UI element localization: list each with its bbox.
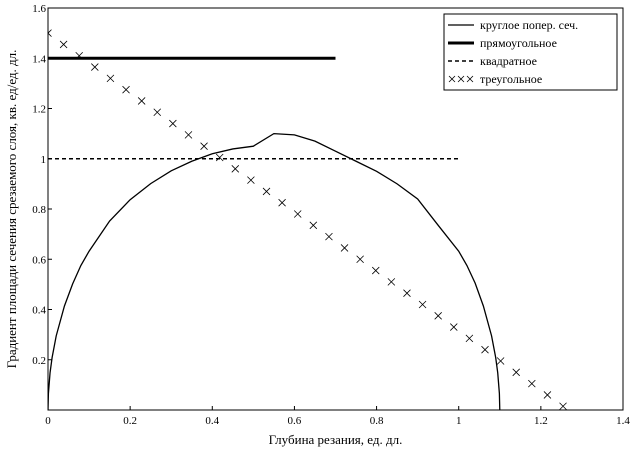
y-tick-label: 0.4 — [32, 305, 46, 317]
data-point — [106, 74, 115, 83]
data-point — [512, 368, 520, 377]
data-point — [59, 40, 68, 49]
data-point — [325, 232, 333, 241]
axes-layer: 0 0.2 0.4 0.6 0.8 1 1.2 1.4 0.2 0.4 0.6 0.8 1 1.2 1.4 1… — [32, 3, 630, 427]
legend-box — [443, 13, 618, 91]
data-point — [75, 51, 83, 60]
data-point — [262, 187, 271, 196]
data-point — [418, 300, 427, 309]
data-point — [371, 266, 380, 275]
x-tick-label: 1 — [456, 415, 462, 427]
data-point — [387, 278, 396, 286]
data-point — [403, 289, 411, 297]
data-point — [293, 210, 302, 218]
legend-marker — [466, 75, 474, 83]
x-axis-title: Глубина резания, ед. дл. — [269, 432, 403, 447]
data-point — [231, 165, 240, 173]
data-point — [278, 198, 286, 207]
x-tick-label: 0.8 — [370, 415, 384, 427]
y-tick-label: 1.4 — [32, 53, 46, 65]
x-tick-label: 0 — [45, 415, 51, 427]
series-1-line — [48, 132, 501, 410]
data-point — [543, 391, 552, 399]
x-tick-label: 1.4 — [616, 415, 630, 427]
x-tick-label: 1.2 — [534, 415, 548, 427]
x-tick-label: 0.2 — [123, 415, 137, 427]
legend-marker — [457, 75, 465, 83]
data-point — [559, 402, 567, 410]
series-layer — [48, 29, 567, 410]
data-point — [356, 255, 364, 264]
data-point — [215, 153, 224, 162]
y-tick-label: 0.6 — [32, 254, 46, 266]
data-point — [434, 311, 442, 320]
data-point — [200, 142, 208, 150]
legend: круглое попер. сеч. прямоугольное квадратн… — [443, 13, 618, 91]
data-point — [153, 108, 162, 117]
x-tick-label: 0.6 — [288, 415, 302, 427]
y-tick-label: 0.8 — [32, 204, 46, 216]
data-point — [450, 323, 458, 331]
data-point — [184, 131, 193, 139]
y-tick-label: 1 — [41, 154, 47, 166]
legend-label: треугольное — [480, 72, 542, 86]
series-4-markers — [48, 29, 567, 410]
legend-label: квадратное — [480, 54, 537, 68]
data-point — [340, 244, 349, 252]
data-point — [91, 63, 99, 71]
legend-marker — [448, 75, 456, 83]
data-point — [465, 334, 474, 343]
data-point — [137, 97, 146, 105]
data-point — [169, 119, 177, 128]
data-point — [496, 357, 505, 365]
y-tick-label: 1.2 — [32, 104, 46, 116]
x-tick-label: 0.4 — [205, 415, 219, 427]
data-point — [48, 29, 52, 37]
data-point — [247, 176, 255, 184]
data-point — [481, 345, 489, 354]
data-point — [309, 221, 318, 230]
data-point — [528, 379, 536, 388]
y-tick-label: 1.6 — [32, 3, 46, 15]
legend-label: прямоугольное — [480, 36, 557, 50]
legend-label: круглое попер. сеч. — [480, 18, 578, 32]
y-tick-label: 0.2 — [32, 355, 46, 367]
data-point — [122, 85, 130, 94]
y-axis-title: Градиент площади сечения срезаемого слоя… — [4, 50, 19, 369]
